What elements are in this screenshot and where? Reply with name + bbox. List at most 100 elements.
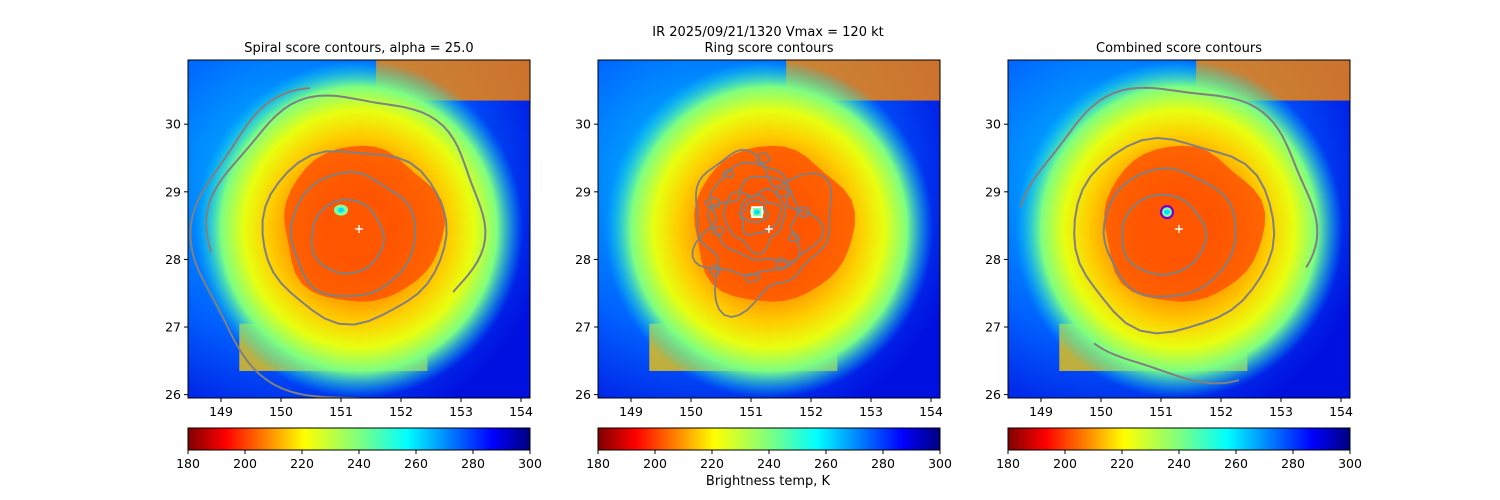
x-tick-label: 151 xyxy=(739,404,763,419)
colorbar-tick-label: 280 xyxy=(871,456,895,471)
panel-title: Ring score contours xyxy=(704,41,833,56)
axes-frame xyxy=(1007,59,1351,399)
axes-frame xyxy=(597,59,941,399)
colorbar-tick-label: 300 xyxy=(1338,456,1362,471)
ring-fragment xyxy=(787,232,801,243)
colorbar-tick-label: 300 xyxy=(928,456,952,471)
eyewall-region xyxy=(694,145,855,302)
figure-title: IR 2025/09/21/1320 Vmax = 120 kt xyxy=(652,25,883,40)
y-tick-label: 29 xyxy=(575,184,591,199)
colorbar-tick-label: 200 xyxy=(643,456,667,471)
storm-center-marker xyxy=(355,225,363,233)
ring-fragment xyxy=(722,168,735,179)
x-tick-label: 152 xyxy=(799,404,823,419)
spiral-arm-1 xyxy=(204,94,487,293)
ir-image xyxy=(598,60,940,398)
storm-center-marker xyxy=(765,225,773,233)
colorbar-tick-label: 220 xyxy=(1110,456,1134,471)
score-contours xyxy=(1019,86,1319,385)
y-tick-label: 26 xyxy=(575,387,591,402)
ring-fragment xyxy=(775,257,790,269)
colorbar-tick-label: 300 xyxy=(518,456,542,471)
x-tick-label: 150 xyxy=(1089,404,1113,419)
x-tick-label: 153 xyxy=(859,404,883,419)
x-tick-label: 154 xyxy=(1329,404,1353,419)
x-tick-label: 150 xyxy=(679,404,703,419)
colorbar-label: Brightness temp, K xyxy=(706,474,831,489)
panel-1: Spiral score contours, alpha = 25.0 149 15… xyxy=(165,41,542,471)
colorbar xyxy=(187,427,531,451)
spiral-arm-2 xyxy=(1093,342,1240,385)
colorbar-tick-label: 260 xyxy=(1224,456,1248,471)
x-tick-label: 152 xyxy=(389,404,413,419)
ring-center-marker xyxy=(751,206,763,219)
x-tick-label: 149 xyxy=(619,404,643,419)
eyewall-region xyxy=(284,145,445,302)
ring-fragment xyxy=(710,225,725,237)
x-tick-label: 153 xyxy=(1269,404,1293,419)
eye-core xyxy=(338,207,344,213)
ring-fragment xyxy=(744,272,761,284)
ring-contour-5 xyxy=(691,161,825,277)
x-tick-label: 152 xyxy=(1209,404,1233,419)
contour-middle xyxy=(289,170,417,298)
score-contours xyxy=(189,87,487,398)
colorbar xyxy=(597,427,941,451)
colorbar xyxy=(1007,427,1351,451)
colorbar-tick-label: 180 xyxy=(996,456,1020,471)
colorbar-tick-label: 260 xyxy=(404,456,428,471)
x-tick-label: 154 xyxy=(919,404,943,419)
colorbar-tick-label: 180 xyxy=(586,456,610,471)
y-tick-label: 27 xyxy=(985,320,1001,335)
colorbar-tick-label: 280 xyxy=(1281,456,1305,471)
ring-contour-3 xyxy=(722,188,787,256)
y-tick-label: 29 xyxy=(165,184,181,199)
colorbar-tick-label: 240 xyxy=(757,456,781,471)
y-tick-label: 26 xyxy=(165,387,181,402)
x-tick-label: 154 xyxy=(509,404,533,419)
x-tick-label: 149 xyxy=(1029,404,1053,419)
x-tick-label: 153 xyxy=(449,404,473,419)
colorbar-tick-label: 240 xyxy=(1167,456,1191,471)
colorbar-tick-label: 180 xyxy=(176,456,200,471)
score-contours xyxy=(691,148,833,318)
combined-center-marker xyxy=(1159,205,1175,220)
contour-inner xyxy=(310,198,386,275)
y-tick-label: 28 xyxy=(985,252,1001,267)
x-tick-label: 151 xyxy=(329,404,353,419)
axes-frame xyxy=(187,59,531,399)
y-tick-label: 30 xyxy=(575,117,591,132)
contour-inner xyxy=(1121,193,1208,276)
ring-contour-6 xyxy=(695,148,833,318)
spiral-arm-1 xyxy=(1019,86,1319,269)
panels: Spiral score contours, alpha = 25.0 149 15… xyxy=(165,41,1362,471)
panel-2: Ring score contours 149 150 151 152 153 154 26 2… xyxy=(575,41,952,471)
colorbar-tick-label: 200 xyxy=(1053,456,1077,471)
contour-outer xyxy=(1073,136,1276,335)
panel-3: Combined score contours 149 150 151 152 153 15… xyxy=(985,41,1362,471)
contour-middle xyxy=(1102,167,1237,298)
y-tick-label: 30 xyxy=(985,117,1001,132)
spiral-arm-2 xyxy=(189,87,370,398)
eyewall-region xyxy=(1104,145,1265,302)
colorbar-tick-label: 280 xyxy=(461,456,485,471)
colorbar-tick-label: 220 xyxy=(290,456,314,471)
colorbar-tick-label: 260 xyxy=(814,456,838,471)
eye-core xyxy=(754,209,760,215)
colorbar-tick-label: 220 xyxy=(700,456,724,471)
y-tick-label: 29 xyxy=(985,184,1001,199)
y-tick-label: 28 xyxy=(165,252,181,267)
colorbar-tick-label: 240 xyxy=(347,456,371,471)
contour-outer xyxy=(261,150,448,326)
y-tick-label: 28 xyxy=(575,252,591,267)
ring-fragment xyxy=(776,187,793,198)
y-tick-label: 27 xyxy=(575,320,591,335)
x-tick-label: 150 xyxy=(269,404,293,419)
ring-fragment xyxy=(708,264,721,278)
y-tick-label: 27 xyxy=(165,320,181,335)
ring-fragment xyxy=(756,152,772,165)
eye-core xyxy=(1164,209,1170,215)
panel-title: Combined score contours xyxy=(1096,41,1262,56)
y-tick-label: 26 xyxy=(985,387,1001,402)
